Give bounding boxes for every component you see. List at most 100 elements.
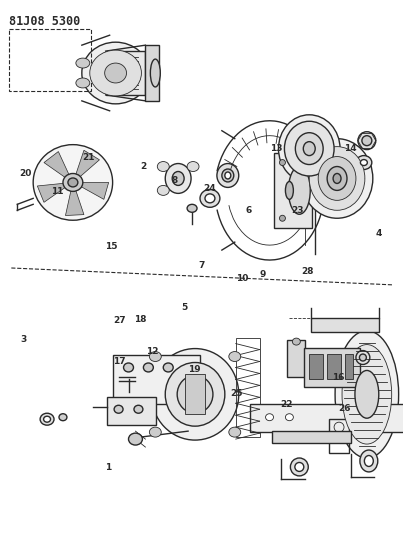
Bar [329, 419, 349, 453]
Ellipse shape [177, 375, 213, 413]
Ellipse shape [114, 405, 123, 413]
Bar [9, 29, 91, 91]
Ellipse shape [292, 338, 300, 345]
Ellipse shape [163, 363, 173, 372]
Ellipse shape [200, 189, 220, 207]
Ellipse shape [290, 458, 308, 476]
Text: 13: 13 [270, 144, 283, 154]
Ellipse shape [355, 370, 379, 418]
Ellipse shape [342, 345, 392, 444]
Ellipse shape [284, 122, 334, 176]
Ellipse shape [150, 59, 160, 87]
Ellipse shape [360, 354, 366, 361]
Ellipse shape [63, 173, 83, 191]
Ellipse shape [40, 413, 54, 425]
Bar [327, 353, 341, 379]
Text: 5: 5 [181, 303, 187, 312]
Ellipse shape [288, 166, 310, 214]
Text: 25: 25 [230, 389, 242, 398]
Polygon shape [76, 150, 99, 178]
Text: 11: 11 [51, 187, 64, 196]
Text: 19: 19 [188, 366, 200, 374]
Bar [345, 353, 353, 379]
Ellipse shape [165, 164, 191, 193]
Ellipse shape [105, 63, 126, 83]
Ellipse shape [149, 427, 161, 437]
Ellipse shape [356, 351, 370, 365]
Ellipse shape [82, 42, 149, 104]
Ellipse shape [303, 142, 315, 156]
Ellipse shape [280, 159, 285, 166]
Ellipse shape [360, 159, 367, 166]
Ellipse shape [285, 414, 293, 421]
Bar [107, 397, 156, 425]
Ellipse shape [157, 161, 169, 172]
Ellipse shape [76, 78, 90, 88]
Ellipse shape [124, 363, 133, 372]
Ellipse shape [149, 352, 161, 361]
Ellipse shape [295, 133, 323, 165]
Ellipse shape [143, 363, 154, 372]
Text: 20: 20 [19, 169, 32, 178]
Ellipse shape [358, 132, 376, 150]
Text: 16: 16 [332, 373, 345, 382]
Bar [304, 348, 360, 387]
Ellipse shape [278, 115, 340, 182]
Ellipse shape [309, 147, 365, 211]
Ellipse shape [362, 136, 372, 146]
Ellipse shape [205, 194, 215, 203]
Ellipse shape [327, 166, 347, 190]
Ellipse shape [360, 450, 378, 472]
Text: 21: 21 [82, 154, 95, 163]
Bar [185, 375, 205, 414]
Ellipse shape [229, 352, 241, 361]
Text: 6: 6 [245, 206, 251, 215]
Text: 9: 9 [260, 270, 266, 279]
Ellipse shape [335, 330, 399, 458]
Ellipse shape [157, 185, 169, 196]
Ellipse shape [318, 157, 356, 200]
Bar [113, 354, 200, 404]
Text: 10: 10 [236, 273, 248, 282]
Ellipse shape [128, 433, 143, 445]
Bar [309, 353, 323, 379]
Ellipse shape [285, 181, 293, 199]
Bar [274, 152, 312, 228]
Ellipse shape [187, 161, 199, 172]
Ellipse shape [333, 173, 341, 183]
Bar [271, 431, 351, 443]
Ellipse shape [152, 349, 239, 440]
Ellipse shape [33, 144, 113, 220]
Text: 2: 2 [141, 163, 147, 171]
Ellipse shape [90, 50, 141, 96]
Text: 7: 7 [199, 261, 205, 270]
Text: 3: 3 [20, 335, 27, 344]
Text: 18: 18 [134, 315, 146, 324]
Ellipse shape [134, 405, 143, 413]
Ellipse shape [301, 139, 373, 218]
Polygon shape [44, 151, 69, 179]
Ellipse shape [295, 463, 304, 471]
Text: 22: 22 [280, 400, 292, 409]
Text: 28: 28 [301, 268, 314, 276]
Text: 17: 17 [114, 358, 126, 367]
Ellipse shape [225, 172, 231, 179]
Text: 15: 15 [105, 242, 118, 251]
Ellipse shape [59, 414, 67, 421]
Text: 26: 26 [338, 404, 351, 413]
Bar [287, 340, 305, 377]
Text: 8: 8 [172, 176, 178, 185]
Text: 24: 24 [203, 183, 216, 192]
Ellipse shape [165, 362, 225, 426]
Text: 4: 4 [375, 229, 382, 238]
Ellipse shape [265, 414, 274, 421]
Polygon shape [80, 182, 109, 199]
Ellipse shape [44, 416, 50, 422]
Ellipse shape [68, 178, 78, 187]
Ellipse shape [364, 456, 373, 466]
Ellipse shape [217, 164, 239, 188]
Text: 23: 23 [291, 206, 304, 215]
Bar [250, 404, 404, 432]
Polygon shape [65, 189, 84, 215]
Bar [106, 51, 145, 95]
